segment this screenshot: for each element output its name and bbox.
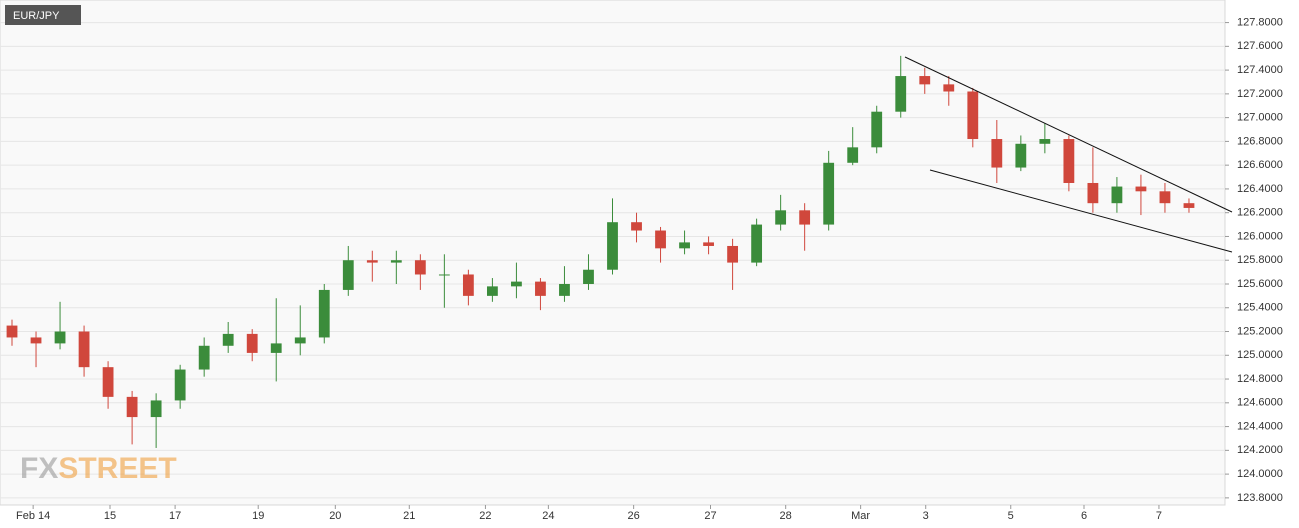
candle-body — [559, 283, 570, 296]
brand-watermark: FXSTREET — [20, 452, 177, 485]
candle-body — [294, 337, 306, 344]
candle-body — [126, 396, 138, 418]
candle-body — [30, 337, 42, 344]
brand-fx: FX — [20, 452, 58, 485]
candle-body — [799, 210, 811, 225]
x-tick-label: 27 — [704, 510, 716, 522]
x-tick-label: Feb 14 — [16, 510, 50, 522]
y-tick-label: 124.8000 — [1237, 373, 1283, 385]
x-tick-label: 19 — [252, 510, 264, 522]
brand-street: STREET — [58, 452, 176, 485]
candle-body — [1135, 186, 1147, 192]
chart-title: EUR/JPY — [13, 10, 60, 22]
candle-body — [1159, 191, 1171, 204]
y-tick-label: 126.2000 — [1237, 207, 1283, 219]
candle-body — [607, 222, 618, 270]
candle-body — [823, 162, 835, 225]
x-tick-label: 5 — [1008, 510, 1014, 522]
x-tick-label: 7 — [1156, 510, 1162, 522]
candle-body — [414, 260, 426, 275]
candle-body — [174, 369, 186, 401]
y-tick-label: 125.8000 — [1237, 254, 1283, 266]
candle-body — [6, 325, 18, 338]
candle-body — [222, 333, 234, 346]
candle-body — [847, 147, 859, 163]
candle-body — [78, 331, 90, 368]
y-tick-label: 125.6000 — [1237, 278, 1283, 290]
grid — [0, 22, 1225, 499]
candle-body — [919, 76, 931, 85]
candle-body — [871, 111, 883, 148]
y-tick-label: 124.6000 — [1237, 397, 1283, 409]
x-tick-label: 20 — [329, 510, 341, 522]
candle-body — [1015, 143, 1027, 168]
x-tick-label: 6 — [1081, 510, 1087, 522]
y-tick-label: 124.0000 — [1237, 468, 1283, 480]
x-tick-label: 24 — [542, 510, 554, 522]
candle-body — [342, 260, 354, 290]
title-box — [5, 5, 81, 25]
x-tick-label: 17 — [169, 510, 181, 522]
candle-body — [775, 210, 787, 225]
y-tick-label: 126.6000 — [1237, 159, 1283, 171]
candle-body — [943, 84, 955, 92]
y-tick-label: 125.4000 — [1237, 302, 1283, 314]
x-tick-label: 15 — [104, 510, 116, 522]
candle-body — [511, 281, 522, 287]
candle-body — [991, 139, 1003, 168]
candle-body — [1183, 203, 1195, 208]
candle-body — [1039, 139, 1051, 144]
y-tick-label: 126.8000 — [1237, 135, 1283, 147]
x-tick-label: 28 — [780, 510, 792, 522]
candle-body — [703, 242, 714, 246]
x-tick-label: 3 — [923, 510, 929, 522]
candle-body — [486, 286, 498, 296]
y-tick-label: 127.2000 — [1237, 88, 1283, 100]
candle-body — [318, 289, 330, 338]
x-tick-label: 21 — [403, 510, 415, 522]
x-tick-label: 22 — [479, 510, 491, 522]
candle-body — [727, 245, 739, 263]
x-tick-label: 26 — [628, 510, 640, 522]
candle-body — [631, 222, 642, 231]
candle-body — [390, 260, 402, 263]
candle-body — [1111, 186, 1123, 204]
y-tick-label: 125.2000 — [1237, 325, 1283, 337]
candle-body — [366, 260, 378, 263]
candle-body — [535, 281, 546, 296]
candle-body — [246, 333, 258, 353]
y-tick-label: 126.0000 — [1237, 230, 1283, 242]
candle-body — [1063, 139, 1075, 183]
y-tick-label: 127.4000 — [1237, 64, 1283, 76]
candle-body — [102, 367, 114, 397]
y-tick-label: 125.0000 — [1237, 349, 1283, 361]
trend-line-upper — [904, 56, 1233, 213]
candle-body — [751, 224, 763, 263]
candle-body — [895, 76, 907, 112]
x-tick-label: Mar — [851, 510, 870, 522]
candles — [6, 55, 1195, 448]
y-tick-label: 124.4000 — [1237, 420, 1283, 432]
candle-body — [270, 343, 282, 353]
candle-body — [967, 91, 979, 140]
candle-body — [1087, 182, 1099, 204]
candle-body — [438, 274, 450, 276]
candle-body — [655, 230, 666, 249]
y-tick-label: 124.2000 — [1237, 444, 1283, 456]
candle-body — [462, 274, 474, 296]
trend-line-lower — [929, 169, 1233, 253]
candle-body — [583, 269, 594, 284]
candle-body — [679, 242, 690, 249]
y-tick-label: 127.8000 — [1237, 16, 1283, 28]
candle-body — [198, 345, 210, 370]
candle-body — [54, 331, 66, 344]
y-tick-label: 127.0000 — [1237, 112, 1283, 124]
y-tick-label: 127.6000 — [1237, 40, 1283, 52]
y-tick-label: 123.8000 — [1237, 492, 1283, 504]
y-tick-label: 126.4000 — [1237, 183, 1283, 195]
candle-body — [150, 400, 162, 418]
